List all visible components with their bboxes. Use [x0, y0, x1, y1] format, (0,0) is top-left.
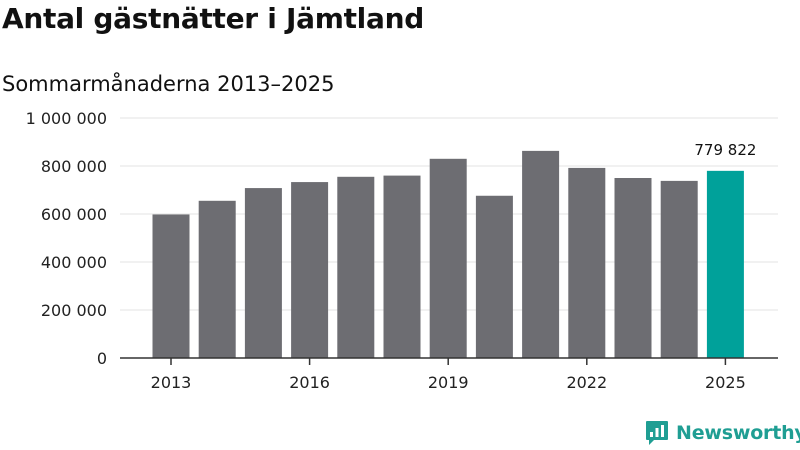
y-tick-label: 0 — [97, 349, 107, 368]
bar-2015 — [244, 188, 282, 358]
chart-title: Antal gästnätter i Jämtland — [2, 2, 424, 35]
x-tick-label: 2013 — [151, 373, 192, 392]
bar-2024 — [660, 180, 698, 358]
bar-2025 — [706, 170, 744, 358]
newsworthy-brand-name: Newsworthy — [676, 422, 800, 444]
bar-2014 — [198, 200, 236, 358]
bar-2023 — [614, 178, 652, 358]
bar-2022 — [568, 167, 606, 358]
x-tick-label: 2022 — [566, 373, 607, 392]
bar-2016 — [291, 182, 329, 358]
bar-2020 — [475, 195, 513, 358]
y-tick-label: 800 000 — [41, 157, 107, 176]
bar-2019 — [429, 158, 467, 358]
x-tick-label: 2016 — [289, 373, 330, 392]
bar-2013 — [152, 214, 190, 358]
bar-chart: 0 200 000 400 000 600 000 800 000 1 000 000 20… — [26, 109, 778, 392]
bar-2017 — [337, 176, 375, 358]
x-tick-label: 2025 — [705, 373, 746, 392]
chart-subtitle: Sommarmånaderna 2013–2025 — [2, 72, 335, 96]
y-tick-label: 600 000 — [41, 205, 107, 224]
bar-2021 — [522, 150, 560, 358]
y-tick-label: 1 000 000 — [26, 109, 107, 128]
bar-2018 — [383, 175, 421, 358]
x-tick-label: 2019 — [428, 373, 469, 392]
y-tick-label: 200 000 — [41, 301, 107, 320]
data-label: 779 822 — [694, 141, 756, 159]
newsworthy-logo-icon — [646, 421, 668, 445]
newsworthy-brand: Newsworthy — [645, 420, 800, 446]
y-tick-label: 400 000 — [41, 253, 107, 272]
